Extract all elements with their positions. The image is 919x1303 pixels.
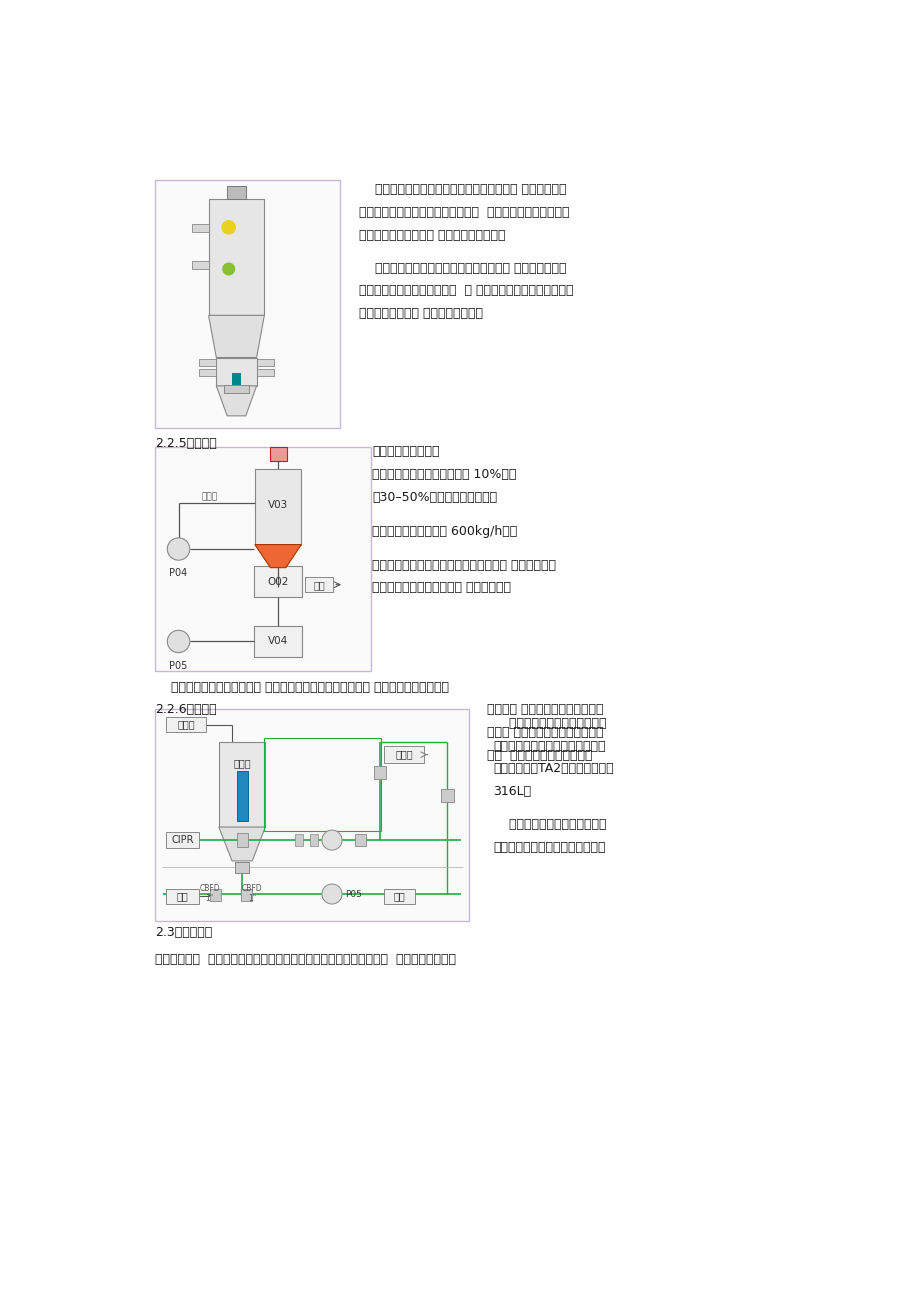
Text: 清洗罐: 清洗罐: [233, 758, 251, 767]
Text: CBFD
1": CBFD 1": [199, 883, 220, 903]
Bar: [294, 834, 302, 846]
Circle shape: [322, 883, 342, 904]
Text: 该二级除沫器是在二次蒸汽自分离器顶部 至压缩机进口直: 该二级除沫器是在二次蒸汽自分离器顶部 至压缩机进口直: [358, 262, 566, 275]
Bar: [191, 224, 209, 232]
Text: 贵公司在使用这套设备后，能: 贵公司在使用这套设备后，能: [493, 818, 606, 831]
Text: O02: O02: [267, 577, 289, 586]
Bar: [216, 357, 256, 386]
Text: 2.2.5结晶系统: 2.2.5结晶系统: [155, 438, 217, 451]
Text: CBFD
1": CBFD 1": [242, 883, 262, 903]
Text: 排空: 排空: [393, 891, 405, 902]
Bar: [264, 737, 380, 831]
Bar: [155, 709, 469, 921]
Text: 结晶系统主要包括：: 结晶系统主要包括：: [372, 446, 439, 459]
Bar: [166, 717, 206, 732]
Bar: [255, 469, 301, 545]
Bar: [236, 833, 247, 847]
Bar: [232, 373, 241, 386]
Text: 纯水: 纯水: [176, 891, 188, 902]
Text: 接触部分选用TA2材质，其他选用: 接触部分选用TA2材质，其他选用: [493, 762, 613, 775]
Bar: [235, 863, 249, 873]
Text: 泵，  清洗口及相关管路组成。: 泵， 清洗口及相关管路组成。: [486, 749, 592, 762]
Circle shape: [222, 263, 234, 275]
Bar: [256, 369, 273, 375]
Text: 到30–50%左右。进入离心机。: 到30–50%左右。进入离心机。: [372, 490, 497, 503]
Text: 316L。: 316L。: [493, 786, 531, 797]
Polygon shape: [255, 545, 301, 568]
Polygon shape: [209, 315, 264, 357]
Bar: [191, 262, 209, 268]
Bar: [254, 625, 301, 657]
Bar: [305, 577, 333, 593]
Bar: [224, 386, 248, 392]
Text: 出盐: 出盐: [313, 580, 324, 590]
Bar: [383, 889, 414, 904]
Bar: [209, 199, 264, 315]
Bar: [199, 360, 216, 366]
Text: 稠厚器：将出料结晶固含量从 10%增稠: 稠厚器：将出料结晶固含量从 10%增稠: [372, 468, 516, 481]
Bar: [383, 747, 424, 764]
Bar: [219, 741, 265, 827]
Bar: [166, 889, 199, 904]
Circle shape: [167, 538, 189, 560]
Text: 滤系统: 滤系统: [395, 749, 413, 760]
Text: P05: P05: [345, 890, 362, 899]
Text: 机。保证了压缩机 的安全稳定运行。: 机。保证了压缩机 的安全稳定运行。: [358, 308, 482, 321]
Text: 大幅度的降低蒸发器运行成本，降: 大幅度的降低蒸发器运行成本，降: [493, 840, 605, 853]
Bar: [441, 790, 453, 801]
Text: 离心机：离心出盐能力 600kg/h以上: 离心机：离心出盐能力 600kg/h以上: [372, 525, 517, 538]
Text: 备清洗 系统，包括：清洗罐、清洗: 备清洗 系统，包括：清洗罐、清洗: [486, 726, 603, 739]
Bar: [227, 186, 245, 199]
Text: 2.3、设备材质: 2.3、设备材质: [155, 925, 212, 938]
Circle shape: [322, 830, 342, 850]
Text: 低人力成本，  提高产品质量。提高贵公司在该行业内的核心竞争力，  扩大生产规模，形: 低人力成本， 提高产品质量。提高贵公司在该行业内的核心竞争力， 扩大生产规模，形: [155, 954, 456, 967]
Bar: [210, 889, 221, 900]
Bar: [269, 447, 287, 461]
Text: 母液罐：从稠厚器溢流和离心机离心后的 母液进入母液: 母液罐：从稠厚器溢流和离心机离心后的 母液进入母液: [372, 559, 556, 572]
Text: P04: P04: [169, 568, 187, 579]
Text: 由于该系统处理的为含氯化钾，在蒸发过程 中，废水里面: 由于该系统处理的为含氯化钾，在蒸发过程 中，废水里面: [358, 184, 566, 197]
Text: 由于该原料为废水，杂质较 多，蒸发系统在运行一段时间后 效率会降低需要定期清: 由于该原料为废水，杂质较 多，蒸发系统在运行一段时间后 效率会降低需要定期清: [155, 680, 448, 693]
Text: 碱或酸: 碱或酸: [177, 719, 195, 730]
Text: 氯离子，腐蚀性较大，因此跟物料: 氯离子，腐蚀性较大，因此跟物料: [493, 740, 605, 753]
Bar: [373, 766, 386, 778]
Text: V03: V03: [267, 500, 288, 511]
Polygon shape: [219, 827, 265, 861]
Bar: [155, 180, 339, 429]
Bar: [241, 889, 252, 900]
Bar: [155, 447, 370, 671]
Text: 洗以保证 系统的蒸发效果。我们配: 洗以保证 系统的蒸发效果。我们配: [486, 704, 603, 717]
Circle shape: [221, 220, 235, 233]
Bar: [236, 771, 247, 821]
Text: V04: V04: [267, 636, 288, 646]
Text: 2.2.6清洗系统: 2.2.6清洗系统: [155, 704, 217, 717]
Bar: [256, 360, 273, 366]
Bar: [355, 834, 366, 846]
Bar: [254, 567, 301, 597]
Text: 会被带入压缩机，造成 压缩机运行不稳定。: 会被带入压缩机，造成 压缩机运行不稳定。: [358, 229, 505, 242]
Text: 蒸料口: 蒸料口: [201, 493, 218, 502]
Bar: [199, 369, 216, 375]
Text: 罐，通过母液泵重新进入系 统蒸发结晶。: 罐，通过母液泵重新进入系 统蒸发结晶。: [372, 581, 511, 594]
Polygon shape: [216, 386, 256, 416]
Text: 接再增加一个二级除沫装置，  避 免物料因起泡将物料带入压缩: 接再增加一个二级除沫装置， 避 免物料因起泡将物料带入压缩: [358, 284, 573, 297]
Text: P05: P05: [169, 661, 187, 671]
Text: 该物料成分为含氯化钾，含有: 该物料成分为含氯化钾，含有: [493, 717, 606, 730]
Bar: [310, 834, 318, 846]
Bar: [166, 833, 199, 848]
Circle shape: [167, 631, 189, 653]
Text: CIPR: CIPR: [171, 835, 194, 846]
Text: 的杂质不断累积，蒸发到一定程度，  可能会有起泡现象，液体: 的杂质不断累积，蒸发到一定程度， 可能会有起泡现象，液体: [358, 206, 569, 219]
